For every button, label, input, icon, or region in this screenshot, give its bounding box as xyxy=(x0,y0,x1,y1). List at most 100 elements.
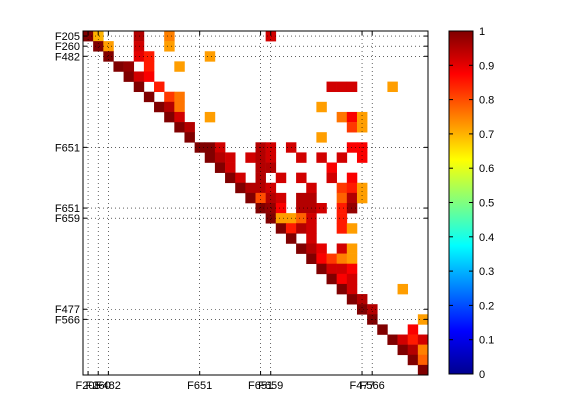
dotted-grid xyxy=(83,31,428,375)
heatmap-cell xyxy=(407,354,419,366)
heatmap-cell xyxy=(296,172,307,184)
heatmap-cell xyxy=(296,192,307,204)
heatmap-cell xyxy=(204,51,216,62)
heatmap-cell xyxy=(346,182,358,194)
colorbar-tick-label: 0.2 xyxy=(479,300,494,312)
heatmap-cell xyxy=(397,283,409,295)
heatmap-cell xyxy=(285,223,297,234)
heatmap-cell xyxy=(133,41,145,52)
heatmap-cell xyxy=(143,71,155,82)
heatmap-cell xyxy=(296,152,307,163)
x-tick-label: F482 xyxy=(96,380,121,392)
heatmap-cell xyxy=(336,223,348,234)
heatmap-cell xyxy=(326,81,337,93)
heatmap-cell xyxy=(356,304,368,315)
x-tick-label: F651 xyxy=(187,380,212,392)
heatmap-cell xyxy=(184,132,195,143)
heatmap-cell xyxy=(346,283,358,295)
heatmap-cell xyxy=(275,223,287,234)
heatmap-cell xyxy=(265,203,277,214)
colorbar-tick-label: 1 xyxy=(479,26,485,38)
heatmap-cell xyxy=(326,273,337,285)
heatmap-cell xyxy=(235,172,246,184)
heatmap-cell xyxy=(265,192,277,204)
heatmap-cell xyxy=(174,61,185,72)
heatmap-cell xyxy=(346,192,358,204)
heatmap-cell xyxy=(346,273,358,285)
heatmap-cell xyxy=(316,263,327,275)
heatmap-cell xyxy=(336,263,348,275)
heatmap-cell xyxy=(174,111,185,123)
heatmap-cell xyxy=(174,91,185,103)
heatmap-cell xyxy=(407,344,419,356)
heatmap-cell xyxy=(306,182,317,194)
heatmap-cell xyxy=(296,203,307,214)
heatmap-cell xyxy=(417,364,429,376)
x-tick-label: F477 xyxy=(350,380,375,392)
heatmap-cell xyxy=(113,61,124,72)
heatmap-cell xyxy=(225,172,236,184)
heatmap-cell xyxy=(214,152,226,163)
heatmap-cell xyxy=(225,162,236,173)
heatmap-cell xyxy=(265,152,277,163)
x-tick-label: F566 xyxy=(360,380,385,392)
y-tick-label: F566 xyxy=(55,314,80,326)
heatmap-cell xyxy=(174,101,185,113)
heatmap-cell xyxy=(377,324,388,335)
heatmap-cell xyxy=(326,253,337,265)
x-tick-label: F260 xyxy=(86,380,111,392)
heatmap-cell xyxy=(316,152,327,163)
heatmap-cell xyxy=(346,253,358,265)
heatmap-cell xyxy=(356,111,368,123)
heatmap-cell xyxy=(204,152,216,163)
heatmap-cell xyxy=(275,213,287,224)
heatmap-cell xyxy=(204,111,216,123)
colorbar-ticks: 0 0.1 0.2 0.3 0.4 0.5 0.6 0.7 0.8 0.9 1 xyxy=(449,26,494,381)
heatmap-cell xyxy=(346,81,358,93)
colorbar-tick-label: 0.7 xyxy=(479,129,494,141)
heatmap-cell xyxy=(225,152,236,163)
heatmap-cell xyxy=(265,213,277,224)
heatmap-cell xyxy=(275,203,287,214)
heatmap-cell xyxy=(255,152,266,163)
heatmap-cell xyxy=(407,334,419,345)
heatmap-cell xyxy=(204,142,216,153)
heatmap-cell xyxy=(346,243,358,254)
heatmap-cell xyxy=(306,233,317,244)
heatmap-cell xyxy=(164,111,175,123)
heatmap-cell xyxy=(336,81,348,93)
heatmap-cell xyxy=(326,162,337,173)
heatmap-cell xyxy=(407,324,419,335)
heatmap-cell xyxy=(103,51,114,62)
heatmap-cell xyxy=(245,192,256,204)
heatmap-cell xyxy=(336,213,348,224)
heatmap-cell xyxy=(133,31,145,42)
heatmap-cell xyxy=(417,354,429,366)
heatmap-cell xyxy=(164,41,175,52)
heatmap-cell xyxy=(296,243,307,254)
heatmap-cell xyxy=(103,41,114,52)
y-tick-label: F205 xyxy=(55,31,80,43)
heatmap-cell xyxy=(306,223,317,234)
heatmap-cell xyxy=(336,192,348,204)
heatmap-cell xyxy=(417,334,429,345)
colorbar-tick-label: 0.9 xyxy=(479,60,494,72)
colorbar-tick-label: 0.4 xyxy=(479,232,494,244)
heatmap-cell xyxy=(316,253,327,265)
heatmap-cell xyxy=(164,31,175,42)
heatmap-cell xyxy=(184,122,195,133)
heatmap-cell xyxy=(336,111,348,123)
heatmap-cell xyxy=(255,192,266,204)
heatmap-cell xyxy=(326,263,337,275)
y-tick-label: F260 xyxy=(55,41,80,53)
heatmap-cell xyxy=(143,51,155,62)
y-tick-label: F477 xyxy=(55,304,80,316)
heatmap-cell xyxy=(336,182,348,194)
heatmap-cell xyxy=(143,91,155,103)
heatmap-cell xyxy=(346,223,358,234)
colorbar-tick-label: 0.1 xyxy=(479,335,494,347)
heatmap-cell xyxy=(316,243,327,254)
